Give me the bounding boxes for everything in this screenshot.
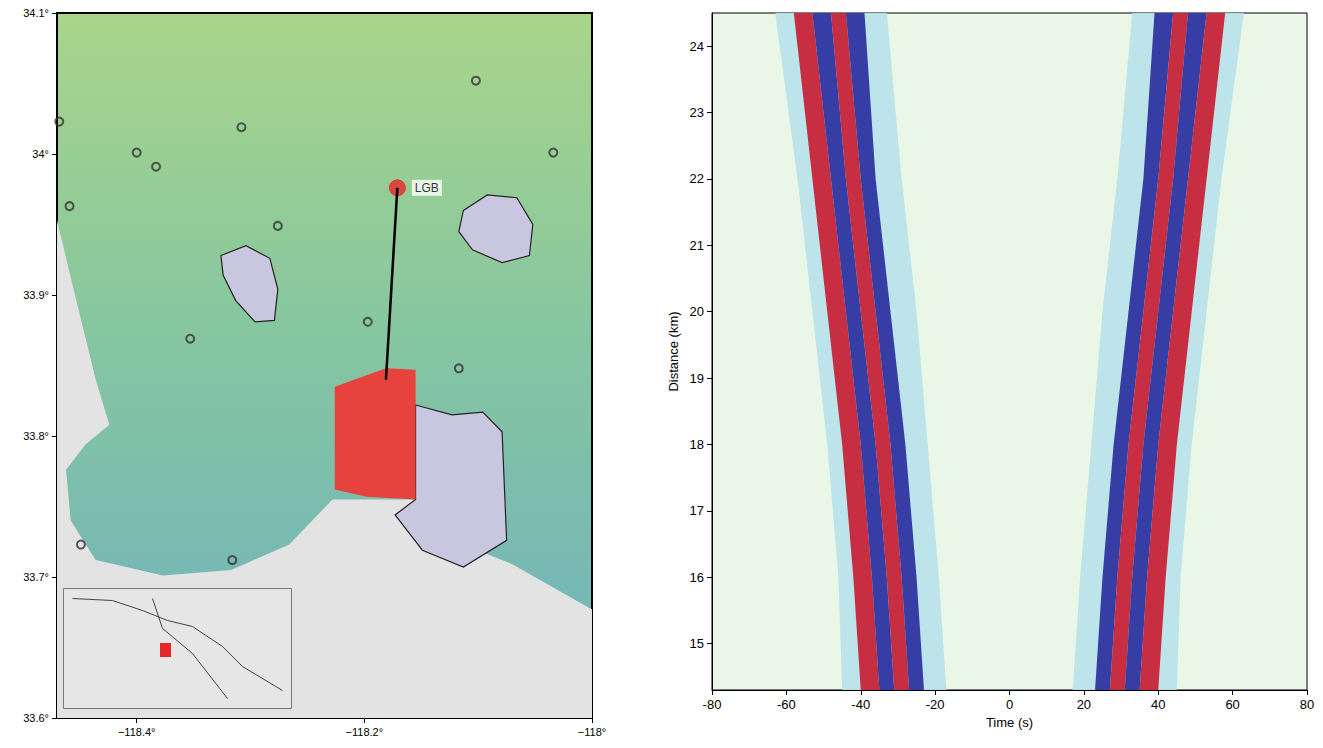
svg-text:LGB: LGB: [415, 181, 439, 195]
svg-text:-20: -20: [926, 697, 945, 712]
svg-text:-40: -40: [851, 697, 870, 712]
svg-text:-60: -60: [777, 697, 796, 712]
svg-text:-80: -80: [703, 697, 722, 712]
svg-text:60: 60: [1225, 697, 1239, 712]
svg-text:18: 18: [690, 437, 704, 452]
svg-text:23: 23: [690, 105, 704, 120]
svg-text:−118.4°: −118.4°: [118, 726, 156, 738]
svg-text:16: 16: [690, 570, 704, 585]
svg-text:24: 24: [690, 39, 704, 54]
svg-text:−118.2°: −118.2°: [346, 726, 384, 738]
svg-text:17: 17: [690, 503, 704, 518]
svg-text:21: 21: [690, 238, 704, 253]
svg-text:20: 20: [690, 304, 704, 319]
svg-text:22: 22: [690, 171, 704, 186]
svg-text:33.9°: 33.9°: [23, 289, 49, 301]
svg-text:34°: 34°: [32, 148, 49, 160]
svg-text:34.1°: 34.1°: [23, 7, 49, 19]
svg-text:80: 80: [1300, 697, 1314, 712]
svg-text:33.7°: 33.7°: [23, 571, 49, 583]
svg-text:20: 20: [1077, 697, 1091, 712]
svg-text:33.8°: 33.8°: [23, 430, 49, 442]
svg-text:−118°: −118°: [578, 726, 606, 738]
svg-text:19: 19: [690, 371, 704, 386]
svg-text:33.6°: 33.6°: [23, 712, 49, 724]
svg-text:40: 40: [1151, 697, 1165, 712]
svg-text:Distance (km): Distance (km): [666, 311, 681, 391]
svg-text:0: 0: [1006, 697, 1013, 712]
svg-text:Time (s): Time (s): [986, 715, 1033, 730]
svg-text:15: 15: [690, 636, 704, 651]
